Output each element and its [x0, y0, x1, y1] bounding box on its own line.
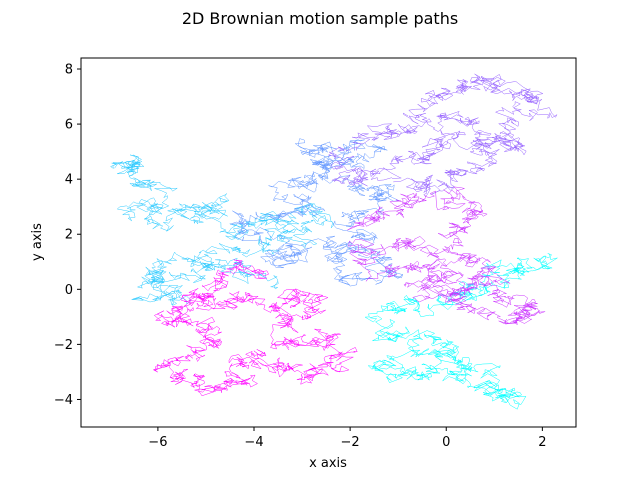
y-tick-label: 0	[65, 283, 73, 298]
y-tick-label: −2	[54, 338, 73, 353]
chart-title: 2D Brownian motion sample paths	[182, 9, 458, 28]
x-axis-label: x axis	[309, 456, 347, 471]
x-tick-label: 0	[442, 435, 450, 450]
x-tick-label: −2	[341, 435, 360, 450]
y-tick-label: 4	[65, 173, 73, 188]
brownian-path-3	[229, 138, 404, 287]
y-ticks: −4 −2 0 2 4 6 8	[54, 63, 81, 408]
y-tick-label: −4	[54, 393, 73, 408]
brownian-path-5	[347, 186, 546, 325]
brownian-paths	[110, 73, 558, 410]
y-tick-label: 2	[65, 228, 73, 243]
brownian-path-4	[328, 73, 558, 197]
brownian-path-6	[153, 259, 358, 397]
x-ticks: −6 −4 −2 0 2	[148, 427, 546, 450]
x-tick-label: −6	[148, 435, 167, 450]
y-axis-label: y axis	[30, 223, 45, 261]
y-tick-label: 8	[65, 63, 73, 78]
x-tick-label: 2	[538, 435, 546, 450]
brownian-path-2	[110, 154, 335, 306]
plot-frame	[80, 57, 577, 428]
brownian-path-1	[364, 253, 558, 410]
x-tick-label: −4	[244, 435, 263, 450]
y-tick-label: 6	[65, 118, 73, 133]
